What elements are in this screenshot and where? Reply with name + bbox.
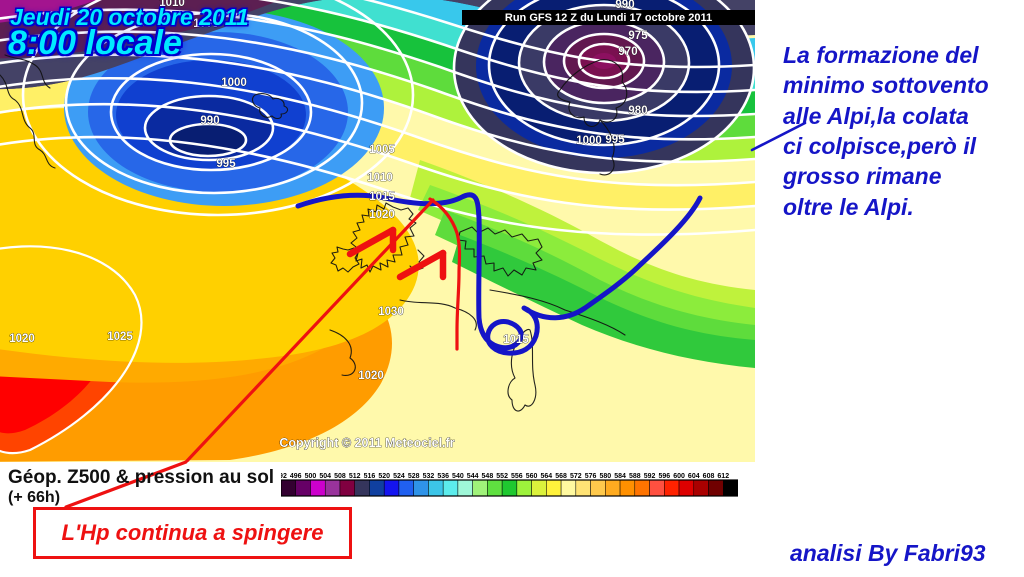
svg-text:970: 970 [618,46,637,58]
svg-text:600: 600 [673,473,685,480]
svg-text:496: 496 [290,473,302,480]
svg-text:576: 576 [585,473,597,480]
svg-text:1010: 1010 [367,172,393,184]
svg-text:608: 608 [703,473,715,480]
svg-text:572: 572 [570,473,582,480]
svg-text:596: 596 [658,473,670,480]
svg-text:1015: 1015 [503,334,529,346]
svg-text:Copyright © 2011 Meteociel.fr: Copyright © 2011 Meteociel.fr [279,436,454,450]
svg-text:990: 990 [200,115,219,127]
svg-text:552: 552 [496,473,508,480]
svg-text:592: 592 [644,473,656,480]
svg-text:1020: 1020 [9,333,35,345]
svg-text:1025: 1025 [107,331,133,343]
svg-text:556: 556 [511,473,523,480]
svg-text:536: 536 [437,473,449,480]
svg-text:1005: 1005 [369,144,395,156]
svg-text:588: 588 [629,473,641,480]
svg-text:512: 512 [349,473,361,480]
svg-text:508: 508 [334,473,346,480]
svg-text:1000: 1000 [576,135,602,147]
svg-text:564: 564 [541,473,553,480]
svg-text:980: 980 [628,105,647,117]
svg-text:995: 995 [216,158,236,170]
svg-text:516: 516 [364,473,376,480]
svg-text:1015: 1015 [369,191,395,203]
svg-text:584: 584 [614,473,626,480]
svg-text:544: 544 [467,473,479,480]
svg-text:1020: 1020 [369,209,395,221]
svg-text:504: 504 [319,473,331,480]
svg-text:580: 580 [599,473,611,480]
svg-text:1000: 1000 [221,77,247,89]
svg-text:540: 540 [452,473,464,480]
svg-text:524: 524 [393,473,405,480]
svg-text:604: 604 [688,473,700,480]
svg-text:532: 532 [423,473,435,480]
svg-text:612: 612 [717,473,729,480]
svg-text:500: 500 [305,473,317,480]
svg-text:995: 995 [605,134,625,146]
svg-text:1020: 1020 [358,370,384,382]
svg-text:520: 520 [378,473,390,480]
svg-text:528: 528 [408,473,420,480]
svg-text:548: 548 [482,473,494,480]
svg-text:975: 975 [628,30,648,42]
svg-text:560: 560 [526,473,538,480]
svg-text:492: 492 [281,473,287,480]
svg-text:1030: 1030 [378,306,404,318]
svg-text:568: 568 [555,473,567,480]
